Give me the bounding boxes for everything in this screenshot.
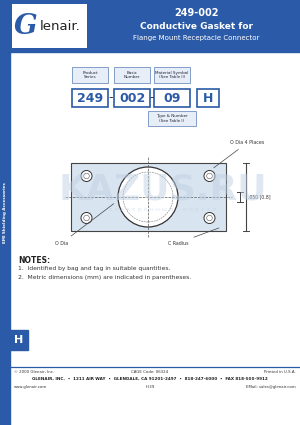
Text: 09: 09 bbox=[163, 91, 181, 105]
FancyBboxPatch shape bbox=[148, 111, 196, 126]
Circle shape bbox=[84, 173, 89, 179]
Text: 002: 002 bbox=[119, 91, 145, 105]
Text: O Dia: O Dia bbox=[56, 204, 114, 246]
Text: Flange Mount Receptacle Connector: Flange Mount Receptacle Connector bbox=[133, 35, 260, 41]
FancyBboxPatch shape bbox=[197, 89, 219, 107]
Text: G: G bbox=[14, 12, 38, 40]
Text: H: H bbox=[14, 335, 24, 345]
Circle shape bbox=[81, 212, 92, 224]
Text: lenair.: lenair. bbox=[40, 20, 80, 32]
Text: .050 [0.8]: .050 [0.8] bbox=[248, 195, 271, 199]
Circle shape bbox=[204, 170, 215, 181]
Text: 2.  Metric dimensions (mm) are indicated in parentheses.: 2. Metric dimensions (mm) are indicated … bbox=[18, 275, 191, 280]
Circle shape bbox=[84, 215, 89, 221]
FancyBboxPatch shape bbox=[114, 67, 150, 83]
Text: H: H bbox=[203, 91, 213, 105]
Text: 1.  Identified by bag and tag in suitable quantities.: 1. Identified by bag and tag in suitable… bbox=[18, 266, 170, 271]
Text: 249-002: 249-002 bbox=[174, 8, 219, 18]
Text: C Radius: C Radius bbox=[168, 228, 219, 246]
Circle shape bbox=[204, 212, 215, 224]
Bar bbox=[0, 0, 10, 425]
Text: EMI Shielding Accessories: EMI Shielding Accessories bbox=[3, 183, 7, 244]
Bar bbox=[10, 0, 300, 52]
Text: 249: 249 bbox=[77, 91, 103, 105]
Circle shape bbox=[118, 167, 178, 227]
Text: -: - bbox=[150, 91, 154, 105]
Text: www.glenair.com: www.glenair.com bbox=[14, 385, 47, 389]
Text: Type & Number
(See Table I): Type & Number (See Table I) bbox=[156, 114, 188, 123]
Text: Product
Series: Product Series bbox=[82, 71, 98, 79]
Bar bbox=[70, 163, 226, 231]
FancyBboxPatch shape bbox=[72, 89, 108, 107]
FancyBboxPatch shape bbox=[72, 67, 108, 83]
Text: CAGE Code: 06324: CAGE Code: 06324 bbox=[131, 370, 169, 374]
Text: EMail: sales@glenair.com: EMail: sales@glenair.com bbox=[246, 385, 296, 389]
Text: э л е к т р о н н ы й     п о р т а л: э л е к т р о н н ы й п о р т а л bbox=[109, 207, 217, 212]
Bar bbox=[10, 330, 28, 350]
Text: Material Symbol
(See Table II): Material Symbol (See Table II) bbox=[155, 71, 189, 79]
FancyBboxPatch shape bbox=[114, 89, 150, 107]
Text: © 2000 Glenair, Inc.: © 2000 Glenair, Inc. bbox=[14, 370, 54, 374]
Circle shape bbox=[207, 215, 212, 221]
Text: Printed in U.S.A.: Printed in U.S.A. bbox=[264, 370, 296, 374]
Text: O Dia 4 Places: O Dia 4 Places bbox=[214, 140, 265, 168]
Text: KAZUS.RU: KAZUS.RU bbox=[59, 172, 267, 206]
Text: GLENAIR, INC.  •  1211 AIR WAY  •  GLENDALE, CA 91201-2497  •  818-247-6000  •  : GLENAIR, INC. • 1211 AIR WAY • GLENDALE,… bbox=[32, 377, 268, 381]
Text: H-39: H-39 bbox=[146, 385, 154, 389]
Text: Conductive Gasket for: Conductive Gasket for bbox=[140, 22, 253, 31]
Bar bbox=[12, 4, 87, 48]
Circle shape bbox=[81, 170, 92, 181]
FancyBboxPatch shape bbox=[154, 89, 190, 107]
Text: -: - bbox=[109, 91, 113, 105]
Circle shape bbox=[207, 173, 212, 179]
Text: NOTES:: NOTES: bbox=[18, 256, 50, 265]
Text: Basic
Number: Basic Number bbox=[124, 71, 140, 79]
FancyBboxPatch shape bbox=[154, 67, 190, 83]
